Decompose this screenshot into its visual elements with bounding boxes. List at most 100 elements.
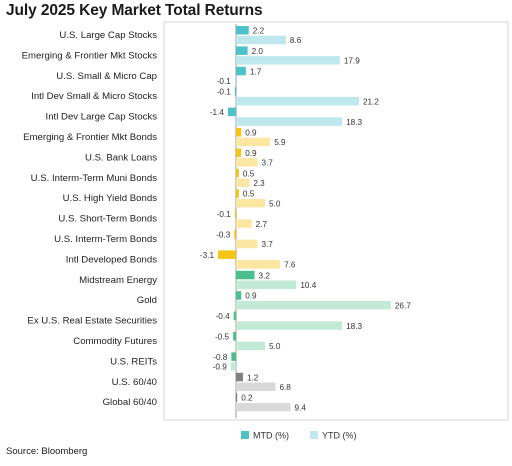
- data-label-ytd: 10.4: [300, 281, 316, 290]
- data-label-ytd: 9.4: [295, 403, 307, 412]
- category-label: U.S. Large Cap Stocks: [59, 30, 157, 41]
- data-label-mtd: 0.2: [241, 394, 253, 403]
- data-label-ytd: 2.7: [256, 220, 268, 229]
- data-label-mtd: -0.5: [215, 333, 230, 342]
- bar-ytd: [236, 239, 258, 249]
- bar-ytd: [236, 219, 252, 228]
- data-label-mtd: 2.2: [253, 27, 265, 36]
- bar-mtd: [236, 189, 239, 198]
- legend-label-ytd: YTD (%): [322, 431, 357, 441]
- data-label-mtd: 0.5: [243, 190, 255, 199]
- bar-ytd: [236, 137, 271, 147]
- bar-ytd: [236, 280, 297, 289]
- category-label: U.S. Interm-Term Muni Bonds: [31, 173, 158, 184]
- data-label-ytd: 17.9: [344, 57, 360, 66]
- legend-swatch-ytd: [310, 431, 318, 439]
- category-label: Emerging & Frontier Mkt Bonds: [23, 132, 157, 143]
- source-note: Source: Bloomberg: [6, 446, 88, 457]
- bar-mtd: [236, 46, 248, 55]
- bar-mtd: [234, 209, 236, 219]
- bar-ytd: [236, 321, 343, 330]
- bar-mtd: [231, 352, 236, 361]
- data-label-mtd: 1.2: [247, 373, 259, 382]
- data-label-ytd: 8.6: [290, 36, 302, 45]
- bar-mtd: [218, 250, 236, 259]
- bar-mtd: [236, 148, 242, 157]
- bar-ytd: [230, 362, 236, 371]
- data-label-mtd: -0.3: [216, 231, 231, 240]
- bar-mtd: [236, 26, 249, 35]
- data-label-mtd: 2.0: [252, 47, 264, 56]
- bar-ytd: [234, 76, 236, 85]
- bar-ytd: [236, 96, 359, 106]
- bar-mtd: [236, 291, 242, 300]
- data-label-ytd: 3.7: [261, 240, 273, 249]
- category-label: U.S. Bank Loans: [85, 152, 157, 163]
- bar-ytd: [236, 56, 340, 65]
- data-label-mtd: -3.1: [200, 251, 215, 260]
- data-label-ytd: 7.6: [284, 261, 296, 270]
- bar-ytd: [236, 117, 343, 126]
- data-label-mtd: -0.8: [213, 353, 228, 362]
- data-label-ytd: 2.3: [253, 179, 265, 188]
- data-label-ytd: 5.0: [269, 342, 281, 351]
- data-label-mtd: 0.9: [245, 292, 257, 301]
- category-label: Emerging & Frontier Mkt Stocks: [22, 50, 158, 61]
- data-label-mtd: 1.7: [250, 67, 262, 76]
- data-label-ytd: 5.9: [274, 138, 286, 147]
- category-label: Intl Developed Bonds: [66, 254, 157, 265]
- bar-mtd: [233, 311, 236, 321]
- bar-mtd: [234, 87, 236, 96]
- bar-mtd: [234, 230, 236, 239]
- category-label: U.S. Interm-Term Bonds: [54, 234, 157, 245]
- bar-ytd: [236, 382, 276, 391]
- category-label: U.S. Short-Term Bonds: [58, 214, 157, 225]
- data-label-mtd: 0.5: [243, 169, 255, 178]
- data-label-mtd: -0.1: [217, 210, 232, 219]
- bar-ytd: [236, 260, 281, 269]
- legend-swatch-mtd: [241, 431, 249, 439]
- category-label: Intl Dev Large Cap Stocks: [46, 112, 158, 123]
- category-label: Intl Dev Small & Micro Stocks: [31, 91, 157, 102]
- bar-mtd: [236, 168, 239, 178]
- data-label-ytd: 3.7: [261, 159, 273, 168]
- bar-mtd: [233, 332, 236, 341]
- data-label-ytd: 26.7: [395, 301, 411, 310]
- category-label: U.S. REITs: [110, 356, 157, 367]
- category-label: U.S. High Yield Bonds: [63, 193, 158, 204]
- chart-title: July 2025 Key Market Total Returns: [6, 2, 263, 19]
- plot-frame: [163, 21, 509, 421]
- data-label-mtd: 0.9: [245, 149, 257, 158]
- data-label-mtd: 0.9: [245, 129, 257, 138]
- category-label: Global 60/40: [103, 397, 157, 408]
- data-label-ytd: -0.1: [217, 77, 232, 86]
- bar-ytd: [236, 198, 265, 208]
- bar-ytd: [236, 300, 391, 310]
- bar-ytd: [236, 158, 258, 167]
- data-label-mtd: -0.4: [216, 312, 231, 321]
- category-label: Midstream Energy: [79, 275, 157, 286]
- bar-mtd: [236, 128, 242, 137]
- bar-mtd: [236, 66, 246, 76]
- category-label: U.S. Small & Micro Cap: [56, 71, 157, 82]
- bar-ytd: [236, 341, 265, 351]
- bar-mtd: [236, 270, 255, 280]
- bar-mtd: [227, 107, 236, 117]
- data-label-mtd: 3.2: [259, 271, 271, 280]
- bar-ytd: [236, 178, 250, 187]
- bar-mtd: [236, 372, 243, 382]
- data-label-ytd: 18.3: [346, 118, 362, 127]
- data-label-mtd: -0.1: [217, 88, 232, 97]
- bar-mtd: [236, 393, 238, 402]
- data-label-ytd: 5.0: [269, 199, 281, 208]
- category-label: Gold: [137, 295, 157, 306]
- data-label-mtd: -1.4: [210, 108, 225, 117]
- category-label: U.S. 60/40: [112, 377, 157, 388]
- data-label-ytd: 18.3: [346, 322, 362, 331]
- bar-ytd: [236, 35, 286, 45]
- data-label-ytd: -0.9: [213, 363, 228, 372]
- data-label-ytd: 21.2: [363, 97, 379, 106]
- legend-label-mtd: MTD (%): [253, 431, 289, 441]
- category-label: Commodity Futures: [73, 336, 157, 347]
